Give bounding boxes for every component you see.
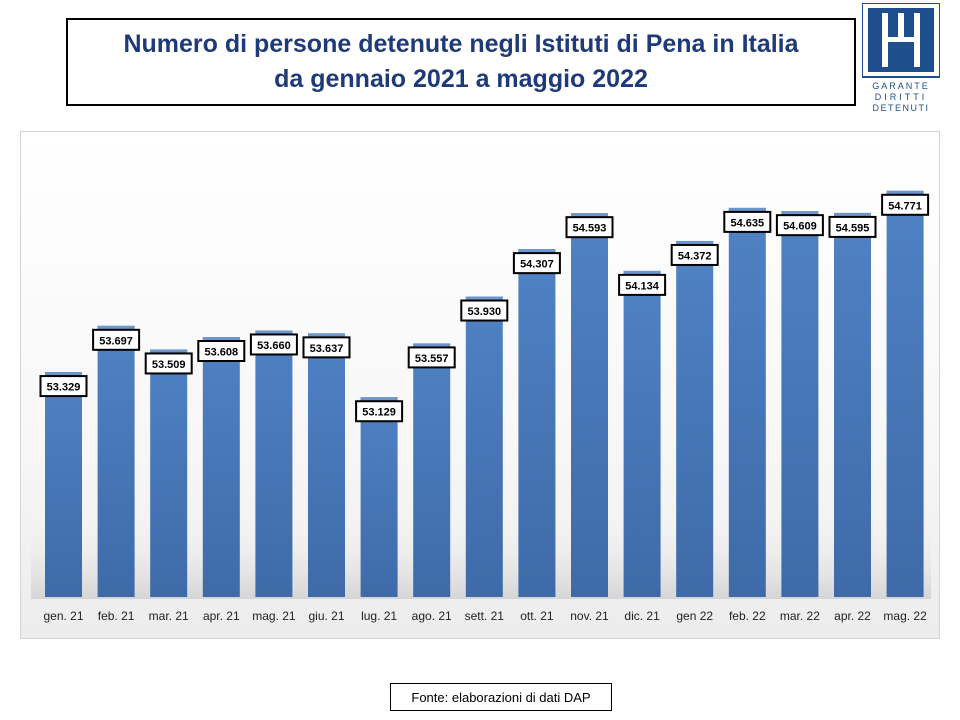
svg-text:54.609: 54.609 <box>783 221 817 233</box>
x-tick-label-13: feb. 22 <box>729 609 766 623</box>
bar-cap-7 <box>413 343 451 347</box>
bar-cap-10 <box>571 213 608 217</box>
x-tick-label-10: nov. 21 <box>570 609 609 623</box>
svg-text:54.134: 54.134 <box>625 280 660 292</box>
svg-text:53.557: 53.557 <box>415 353 449 365</box>
data-label-16: 54.771 <box>881 193 930 216</box>
bar-chart: 53.329 53.697 53.509 53.608 53.660 53.637 53.1… <box>31 190 931 623</box>
bar-0 <box>45 372 82 597</box>
bar-10 <box>571 213 608 597</box>
svg-text:54.771: 54.771 <box>888 200 922 212</box>
x-tick-label-16: mag. 22 <box>883 609 927 623</box>
svg-text:53.637: 53.637 <box>310 343 344 355</box>
svg-text:GARANTE: GARANTE <box>872 81 930 91</box>
data-label-3: 53.608 <box>197 340 246 363</box>
bar-2 <box>150 349 188 597</box>
svg-text:53.509: 53.509 <box>152 359 186 371</box>
bar-15 <box>834 212 871 597</box>
svg-text:53.660: 53.660 <box>257 340 291 352</box>
bar-cap-2 <box>150 349 188 353</box>
bar-12 <box>676 240 714 597</box>
chart-area: 53.329 53.697 53.509 53.608 53.660 53.637 53.1… <box>20 131 940 639</box>
svg-text:53.697: 53.697 <box>99 335 133 347</box>
data-label-2: 53.509 <box>144 352 193 375</box>
x-tick-label-11: dic. 21 <box>624 609 660 623</box>
data-label-15: 54.595 <box>828 215 877 238</box>
svg-text:53.930: 53.930 <box>467 306 501 318</box>
x-tick-label-0: gen. 21 <box>43 609 83 623</box>
bar-5 <box>308 333 345 597</box>
data-label-13: 54.635 <box>723 210 772 233</box>
chart-title-line-1: Numero di persone detenute negli Istitut… <box>123 30 799 58</box>
bar-8 <box>465 296 503 597</box>
garante-logo: GARANTE DIRITTI DETENUTI <box>862 3 940 113</box>
bar-14 <box>781 211 819 597</box>
svg-text:54.372: 54.372 <box>678 250 712 262</box>
bar-cap-16 <box>886 190 924 194</box>
bar-cap-14 <box>781 211 819 215</box>
svg-text:54.635: 54.635 <box>730 217 764 229</box>
bar-cap-11 <box>623 270 661 274</box>
bar-11 <box>623 270 661 597</box>
bar-13 <box>728 207 766 597</box>
x-tick-label-4: mag. 21 <box>252 609 296 623</box>
x-tick-label-12: gen 22 <box>676 609 713 623</box>
bar-cap-3 <box>202 337 240 341</box>
svg-text:54.595: 54.595 <box>836 222 870 234</box>
bar-1 <box>97 325 135 597</box>
svg-text:53.608: 53.608 <box>204 347 238 359</box>
bar-9 <box>518 249 556 597</box>
bar-4 <box>255 330 293 597</box>
x-tick-label-14: mar. 22 <box>780 609 820 623</box>
bar-cap-15 <box>834 212 871 216</box>
bar-cap-1 <box>97 325 135 329</box>
x-tick-label-2: mar. 21 <box>149 609 189 623</box>
bar-cap-5 <box>308 333 345 337</box>
bar-3 <box>202 337 240 597</box>
data-label-14: 54.609 <box>775 214 824 237</box>
data-label-0: 53.329 <box>39 375 88 398</box>
svg-text:53.129: 53.129 <box>362 407 396 419</box>
svg-text:54.307: 54.307 <box>520 259 554 271</box>
x-tick-label-5: giu. 21 <box>308 609 344 623</box>
x-tick-label-8: sett. 21 <box>465 609 505 623</box>
bar-6 <box>360 397 398 597</box>
svg-text:54.593: 54.593 <box>573 223 607 235</box>
bar-cap-8 <box>465 296 503 300</box>
data-label-11: 54.134 <box>618 273 667 296</box>
x-tick-label-9: ott. 21 <box>520 609 554 623</box>
bar-cap-0 <box>45 372 82 376</box>
data-label-6: 53.129 <box>355 400 404 423</box>
bar-7 <box>413 343 451 597</box>
svg-text:DETENUTI: DETENUTI <box>873 103 930 113</box>
svg-text:53.329: 53.329 <box>47 382 81 394</box>
data-label-8: 53.930 <box>460 299 509 322</box>
data-label-9: 54.307 <box>512 252 561 275</box>
chart-title-box: Numero di persone detenute negli Istitut… <box>66 18 856 106</box>
bar-cap-9 <box>518 249 556 253</box>
data-label-5: 53.637 <box>302 336 351 359</box>
data-label-7: 53.557 <box>407 346 456 369</box>
bar-16 <box>886 190 924 597</box>
data-label-1: 53.697 <box>92 328 141 351</box>
bar-cap-12 <box>676 240 714 244</box>
bar-cap-13 <box>728 207 766 211</box>
x-tick-label-1: feb. 21 <box>98 609 135 623</box>
x-tick-label-7: ago. 21 <box>412 609 452 623</box>
data-label-4: 53.660 <box>249 333 298 356</box>
data-label-12: 54.372 <box>670 243 719 266</box>
x-tick-label-6: lug. 21 <box>361 609 397 623</box>
data-label-10: 54.593 <box>565 216 614 239</box>
source-note: Fonte: elaborazioni di dati DAP <box>390 683 612 711</box>
bar-cap-4 <box>255 330 293 334</box>
svg-text:DIRITTI: DIRITTI <box>875 92 928 102</box>
chart-title-line-2: da gennaio 2021 a maggio 2022 <box>274 65 648 93</box>
x-tick-label-15: apr. 22 <box>834 609 871 623</box>
x-tick-label-3: apr. 21 <box>203 609 240 623</box>
bar-cap-6 <box>360 397 398 401</box>
